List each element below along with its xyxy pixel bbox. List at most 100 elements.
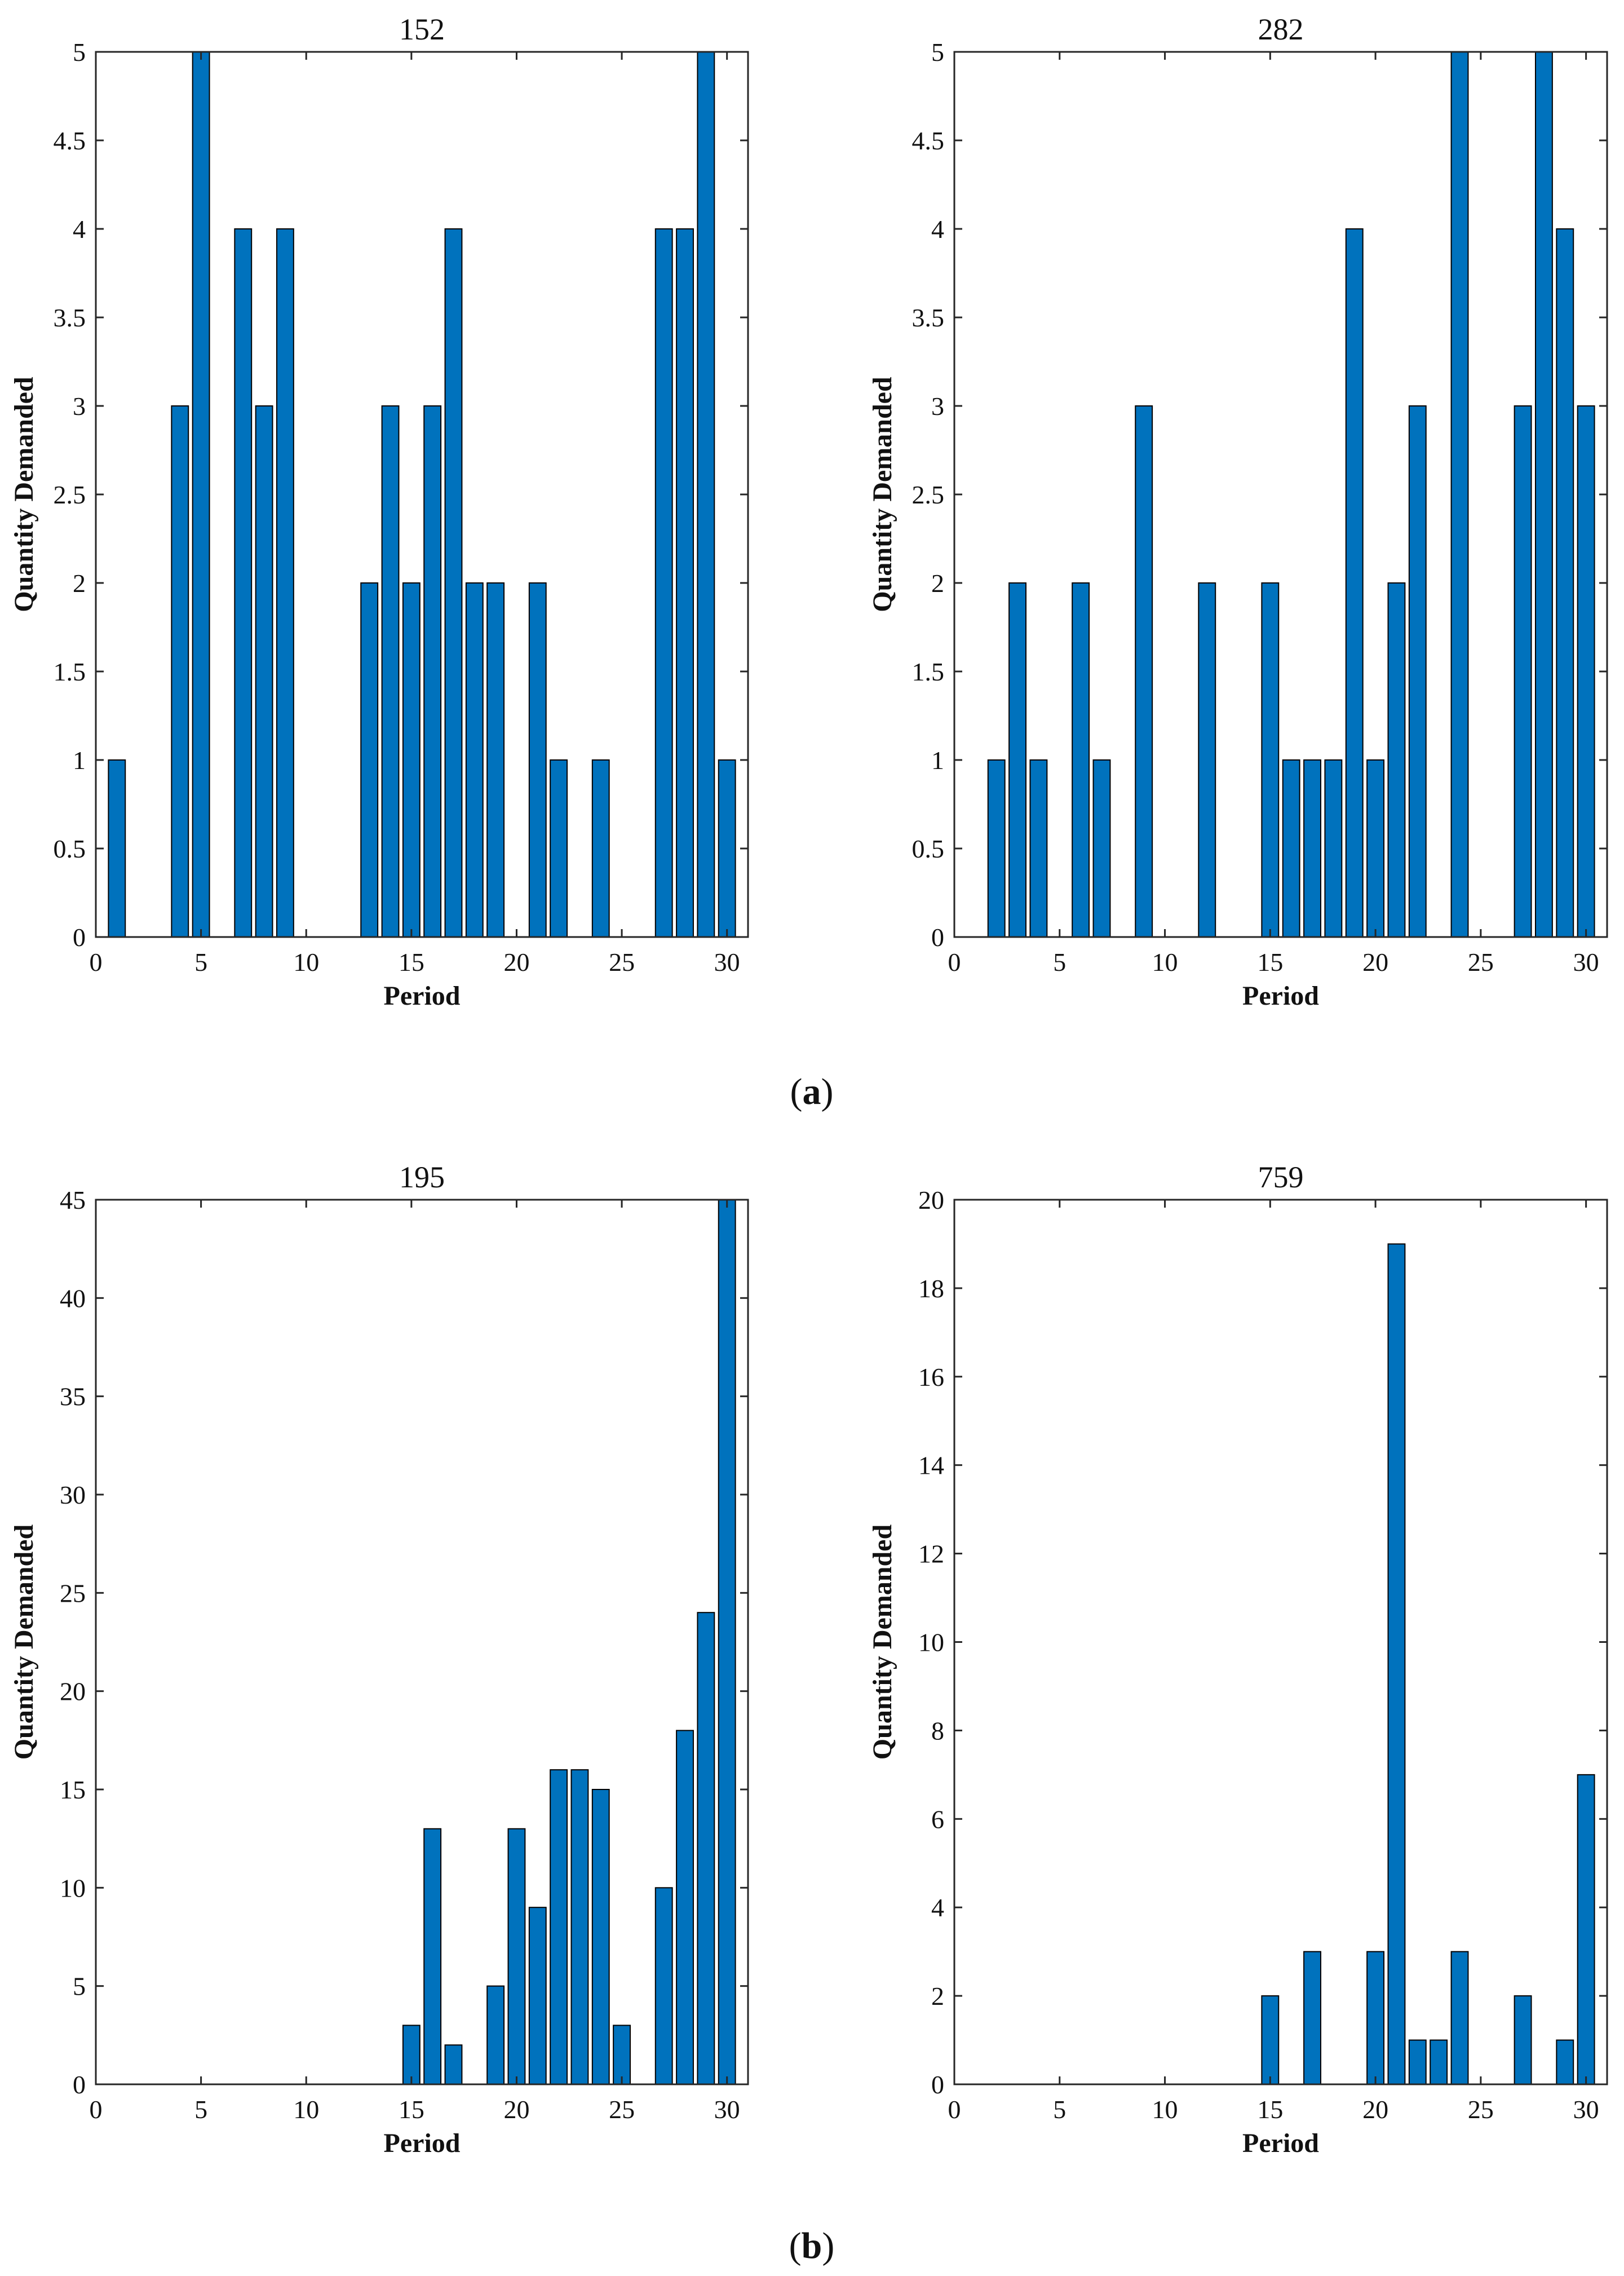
- bar: [507, 1828, 526, 2085]
- bar: [1514, 405, 1532, 938]
- bar: [1324, 759, 1343, 938]
- y-tick-label: 30: [60, 1480, 86, 1509]
- bar: [676, 228, 694, 938]
- x-tick-label: 30: [714, 2095, 740, 2124]
- bar: [654, 228, 673, 938]
- x-tick-label: 20: [1362, 948, 1388, 976]
- x-tick-label: 5: [194, 2095, 207, 2124]
- y-axis-label: Quantity Demanded: [9, 377, 39, 612]
- bar: [1556, 2039, 1574, 2085]
- bar: [255, 405, 273, 938]
- y-tick-label: 0: [931, 2070, 944, 2099]
- x-tick-label: 0: [90, 2095, 103, 2124]
- y-tick-label: 10: [918, 1628, 944, 1657]
- y-tick-label: 2: [931, 569, 944, 598]
- y-tick-label: 12: [918, 1540, 944, 1568]
- y-tick-label: 2.5: [54, 480, 86, 509]
- y-axis-label: Quantity Demanded: [9, 1524, 39, 1760]
- y-tick-label: 0: [73, 923, 86, 952]
- bar: [528, 582, 547, 938]
- y-tick-label: 14: [918, 1451, 944, 1480]
- bar: [1534, 51, 1553, 938]
- x-tick-label: 5: [194, 948, 207, 976]
- y-axis-label: Quantity Demanded: [868, 1524, 897, 1760]
- bar: [1366, 759, 1385, 938]
- x-tick-label: 0: [90, 948, 103, 976]
- y-tick-label: 6: [931, 1805, 944, 1833]
- bar: [1387, 582, 1406, 938]
- bar: [486, 1985, 505, 2085]
- bar: [1261, 1995, 1280, 2085]
- panel-label-letter: b: [802, 2225, 822, 2266]
- bar: [360, 582, 379, 938]
- x-tick-label: 30: [1573, 948, 1599, 976]
- y-tick-label: 5: [73, 38, 86, 67]
- bar: [1261, 582, 1280, 938]
- chart-759: 759 Period Quantity Demanded 0 5 10 15 20 25 3…: [868, 1160, 1608, 2158]
- plot-frame: [953, 1199, 1608, 2085]
- bar: [1408, 2039, 1427, 2085]
- bar: [697, 1612, 715, 2085]
- bar: [1577, 1774, 1595, 2085]
- bar: [1366, 1951, 1385, 2085]
- bar: [381, 405, 400, 938]
- y-tick-label: 20: [918, 1186, 944, 1214]
- y-tick-label: 3: [73, 392, 86, 421]
- x-tick-label: 25: [1468, 2095, 1494, 2124]
- y-tick-label: 10: [60, 1873, 86, 1902]
- bar: [550, 1769, 568, 2085]
- y-tick-label: 3.5: [912, 303, 945, 332]
- bar: [1282, 759, 1300, 938]
- bar: [108, 759, 126, 938]
- y-tick-label: 20: [60, 1677, 86, 1706]
- y-tick-label: 1.5: [54, 657, 86, 686]
- y-tick-label: 1.5: [912, 657, 945, 686]
- panel-label-close: ): [821, 1071, 834, 1112]
- y-tick-label: 2.5: [912, 480, 945, 509]
- bar: [654, 1887, 673, 2085]
- y-tick-label: 40: [60, 1284, 86, 1312]
- y-tick-label: 0.5: [912, 834, 945, 863]
- chart-195: 195 Period Quantity Demanded 0 5 10 15 20 25 3…: [9, 1160, 749, 2158]
- x-tick-label: 0: [948, 2095, 961, 2124]
- y-tick-label: 0.5: [54, 834, 86, 863]
- x-tick-label: 5: [1053, 2095, 1066, 2124]
- bar: [570, 1769, 589, 2085]
- bar: [444, 2044, 463, 2085]
- y-tick-label: 3: [931, 392, 944, 421]
- panel-label-b: (b): [789, 2225, 835, 2266]
- bar: [465, 582, 484, 938]
- y-tick-label: 15: [60, 1775, 86, 1804]
- y-axis-label: Quantity Demanded: [868, 377, 897, 612]
- y-tick-label: 4: [931, 1893, 944, 1922]
- bar: [234, 228, 253, 938]
- x-tick-label: 20: [1362, 2095, 1388, 2124]
- x-tick-label: 15: [1257, 2095, 1283, 2124]
- y-tick-label: 4.5: [912, 126, 945, 155]
- y-tick-label: 3.5: [54, 303, 86, 332]
- bar: [718, 759, 736, 938]
- y-tick-label: 18: [918, 1274, 944, 1303]
- y-tick-label: 25: [60, 1579, 86, 1607]
- y-tick-label: 0: [73, 2070, 86, 2099]
- y-tick-label: 4: [73, 215, 86, 244]
- bar: [591, 759, 610, 938]
- x-tick-label: 25: [609, 948, 635, 976]
- bar: [423, 1828, 442, 2085]
- bar: [276, 228, 294, 938]
- y-tick-label: 5: [73, 1972, 86, 2001]
- chart-152: 152 Period Quantity Demanded 0 5 10 15 20 25 3…: [9, 12, 749, 1011]
- y-tick-label: 16: [918, 1363, 944, 1391]
- bar: [528, 1907, 547, 2085]
- y-tick-label: 35: [60, 1382, 86, 1411]
- bar: [192, 51, 210, 938]
- bar: [1387, 1243, 1406, 2085]
- panel-label-open: (: [789, 2225, 802, 2266]
- y-tick-label: 5: [931, 38, 944, 67]
- x-tick-label: 20: [503, 948, 529, 976]
- bar: [1514, 1995, 1532, 2085]
- bar: [987, 759, 1006, 938]
- panel-label-close: ): [822, 2225, 834, 2266]
- panel-label-letter: a: [803, 1071, 821, 1112]
- y-tick-label: 2: [73, 569, 86, 598]
